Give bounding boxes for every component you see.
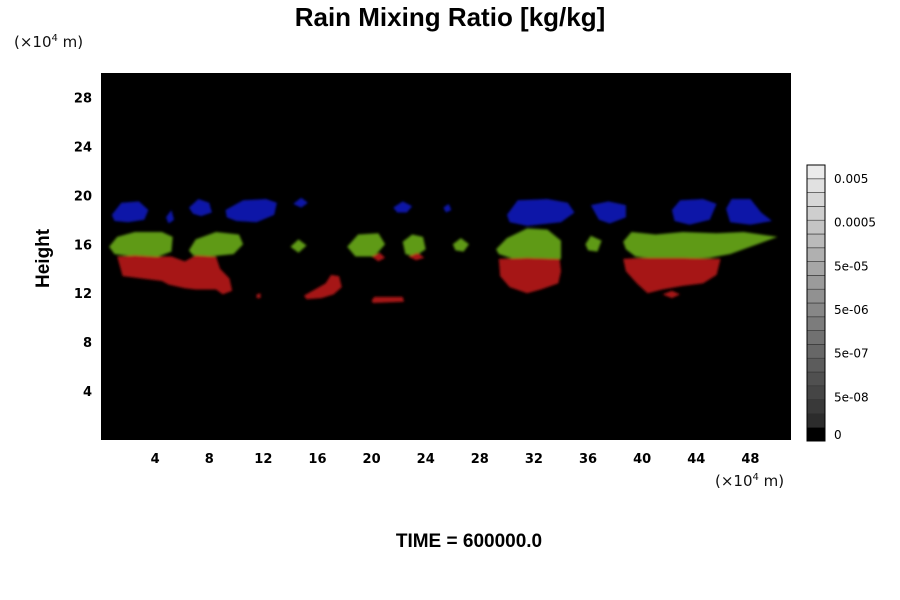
colorbar-cell: [806, 413, 826, 428]
colorbar-label: 5e-05: [834, 259, 869, 273]
rain-region-0: [111, 201, 149, 223]
rain-region-24: [408, 252, 425, 261]
colorbar-cell: [806, 330, 826, 345]
colorbar-cell: [806, 357, 826, 373]
x-tick-label: 44: [687, 452, 705, 467]
colorbar-cell: [806, 302, 826, 318]
rain-region-11: [109, 232, 173, 258]
x-tick-label: 24: [417, 452, 435, 467]
colorbar-cell: [806, 344, 826, 359]
rain-region-6: [443, 203, 452, 213]
rain-region-2: [188, 199, 212, 217]
x-tick-label: 36: [579, 452, 597, 467]
x-tick-label: 28: [471, 452, 489, 467]
colorbar-cell: [806, 288, 826, 304]
colorbar-cell: [806, 426, 826, 442]
colorbar-cell: [806, 164, 826, 180]
rain-region-3: [225, 199, 277, 223]
colorbar-cell: [806, 233, 826, 249]
time-label: TIME = 600000.0: [395, 531, 543, 552]
rain-region-19: [623, 232, 778, 261]
colorbar-cell: [806, 219, 826, 235]
y-tick-label: 8: [83, 336, 92, 351]
x-tick-label: 16: [308, 452, 326, 467]
rain-region-5: [393, 201, 413, 213]
rain-region-28: [662, 290, 681, 299]
x-tick-label: 40: [633, 452, 651, 467]
rain-region-22: [303, 274, 342, 300]
rain-region-26: [498, 257, 561, 294]
colorbar-label: 0.005: [834, 172, 868, 186]
y-tick-label: 16: [74, 238, 92, 253]
rain-region-17: [496, 228, 561, 264]
colorbar-cell: [806, 261, 826, 276]
x-tick-label: 32: [525, 452, 543, 467]
rain-region-16: [452, 238, 469, 252]
colorbar-label: 5e-08: [834, 390, 869, 404]
y-tick-label: 20: [74, 189, 92, 204]
x-tick-label: 48: [741, 452, 759, 467]
rain-region-27: [623, 257, 721, 294]
colorbar-cell: [806, 206, 826, 221]
y-tick-label: 28: [74, 91, 92, 106]
rain-region-13: [290, 239, 307, 253]
colorbar-cell: [806, 316, 826, 331]
colorbar-cell: [806, 247, 826, 262]
colorbar-cell: [806, 385, 826, 400]
colorbar-label: 0.0005: [834, 216, 876, 230]
chart-title: Rain Mixing Ratio [kg/kg]: [294, 2, 606, 32]
x-tick-label: 20: [363, 452, 381, 467]
rain-region-8: [590, 201, 626, 224]
x-axis-unit: (×104 m): [715, 472, 785, 490]
x-tick-label: 4: [151, 452, 160, 467]
colorbar-cell: [806, 399, 826, 414]
colorbar-cell: [806, 178, 826, 193]
rain-region-20: [117, 255, 233, 295]
x-tick-label: 12: [254, 452, 272, 467]
y-axis-unit: (×104 m): [14, 33, 84, 51]
x-tick-label: 8: [205, 452, 214, 467]
colorbar-frame: [806, 164, 826, 442]
colorbar-cell: [806, 275, 826, 290]
rain-region-1: [165, 210, 175, 224]
colorbar-cell: [806, 192, 826, 207]
rain-region-25: [371, 296, 405, 303]
rain-region-23: [371, 252, 386, 262]
rain-region-4: [293, 197, 308, 208]
y-tick-label: 24: [74, 140, 92, 155]
rain-region-7: [506, 199, 575, 226]
colorbar-label: 5e-07: [834, 347, 869, 361]
rain-region-10: [726, 199, 773, 225]
rain-region-21: [256, 293, 261, 299]
colorbar-label: 0: [834, 428, 842, 442]
y-tick-label: 12: [74, 287, 92, 302]
y-tick-label: 4: [83, 385, 92, 400]
rain-region-18: [585, 235, 602, 252]
rain-region-12: [188, 232, 244, 257]
rain-region-14: [347, 233, 386, 257]
rain-region-9: [671, 199, 717, 225]
colorbar-label: 5e-06: [834, 303, 869, 317]
colorbar-cell: [806, 371, 826, 387]
rain-region-15: [402, 234, 426, 257]
